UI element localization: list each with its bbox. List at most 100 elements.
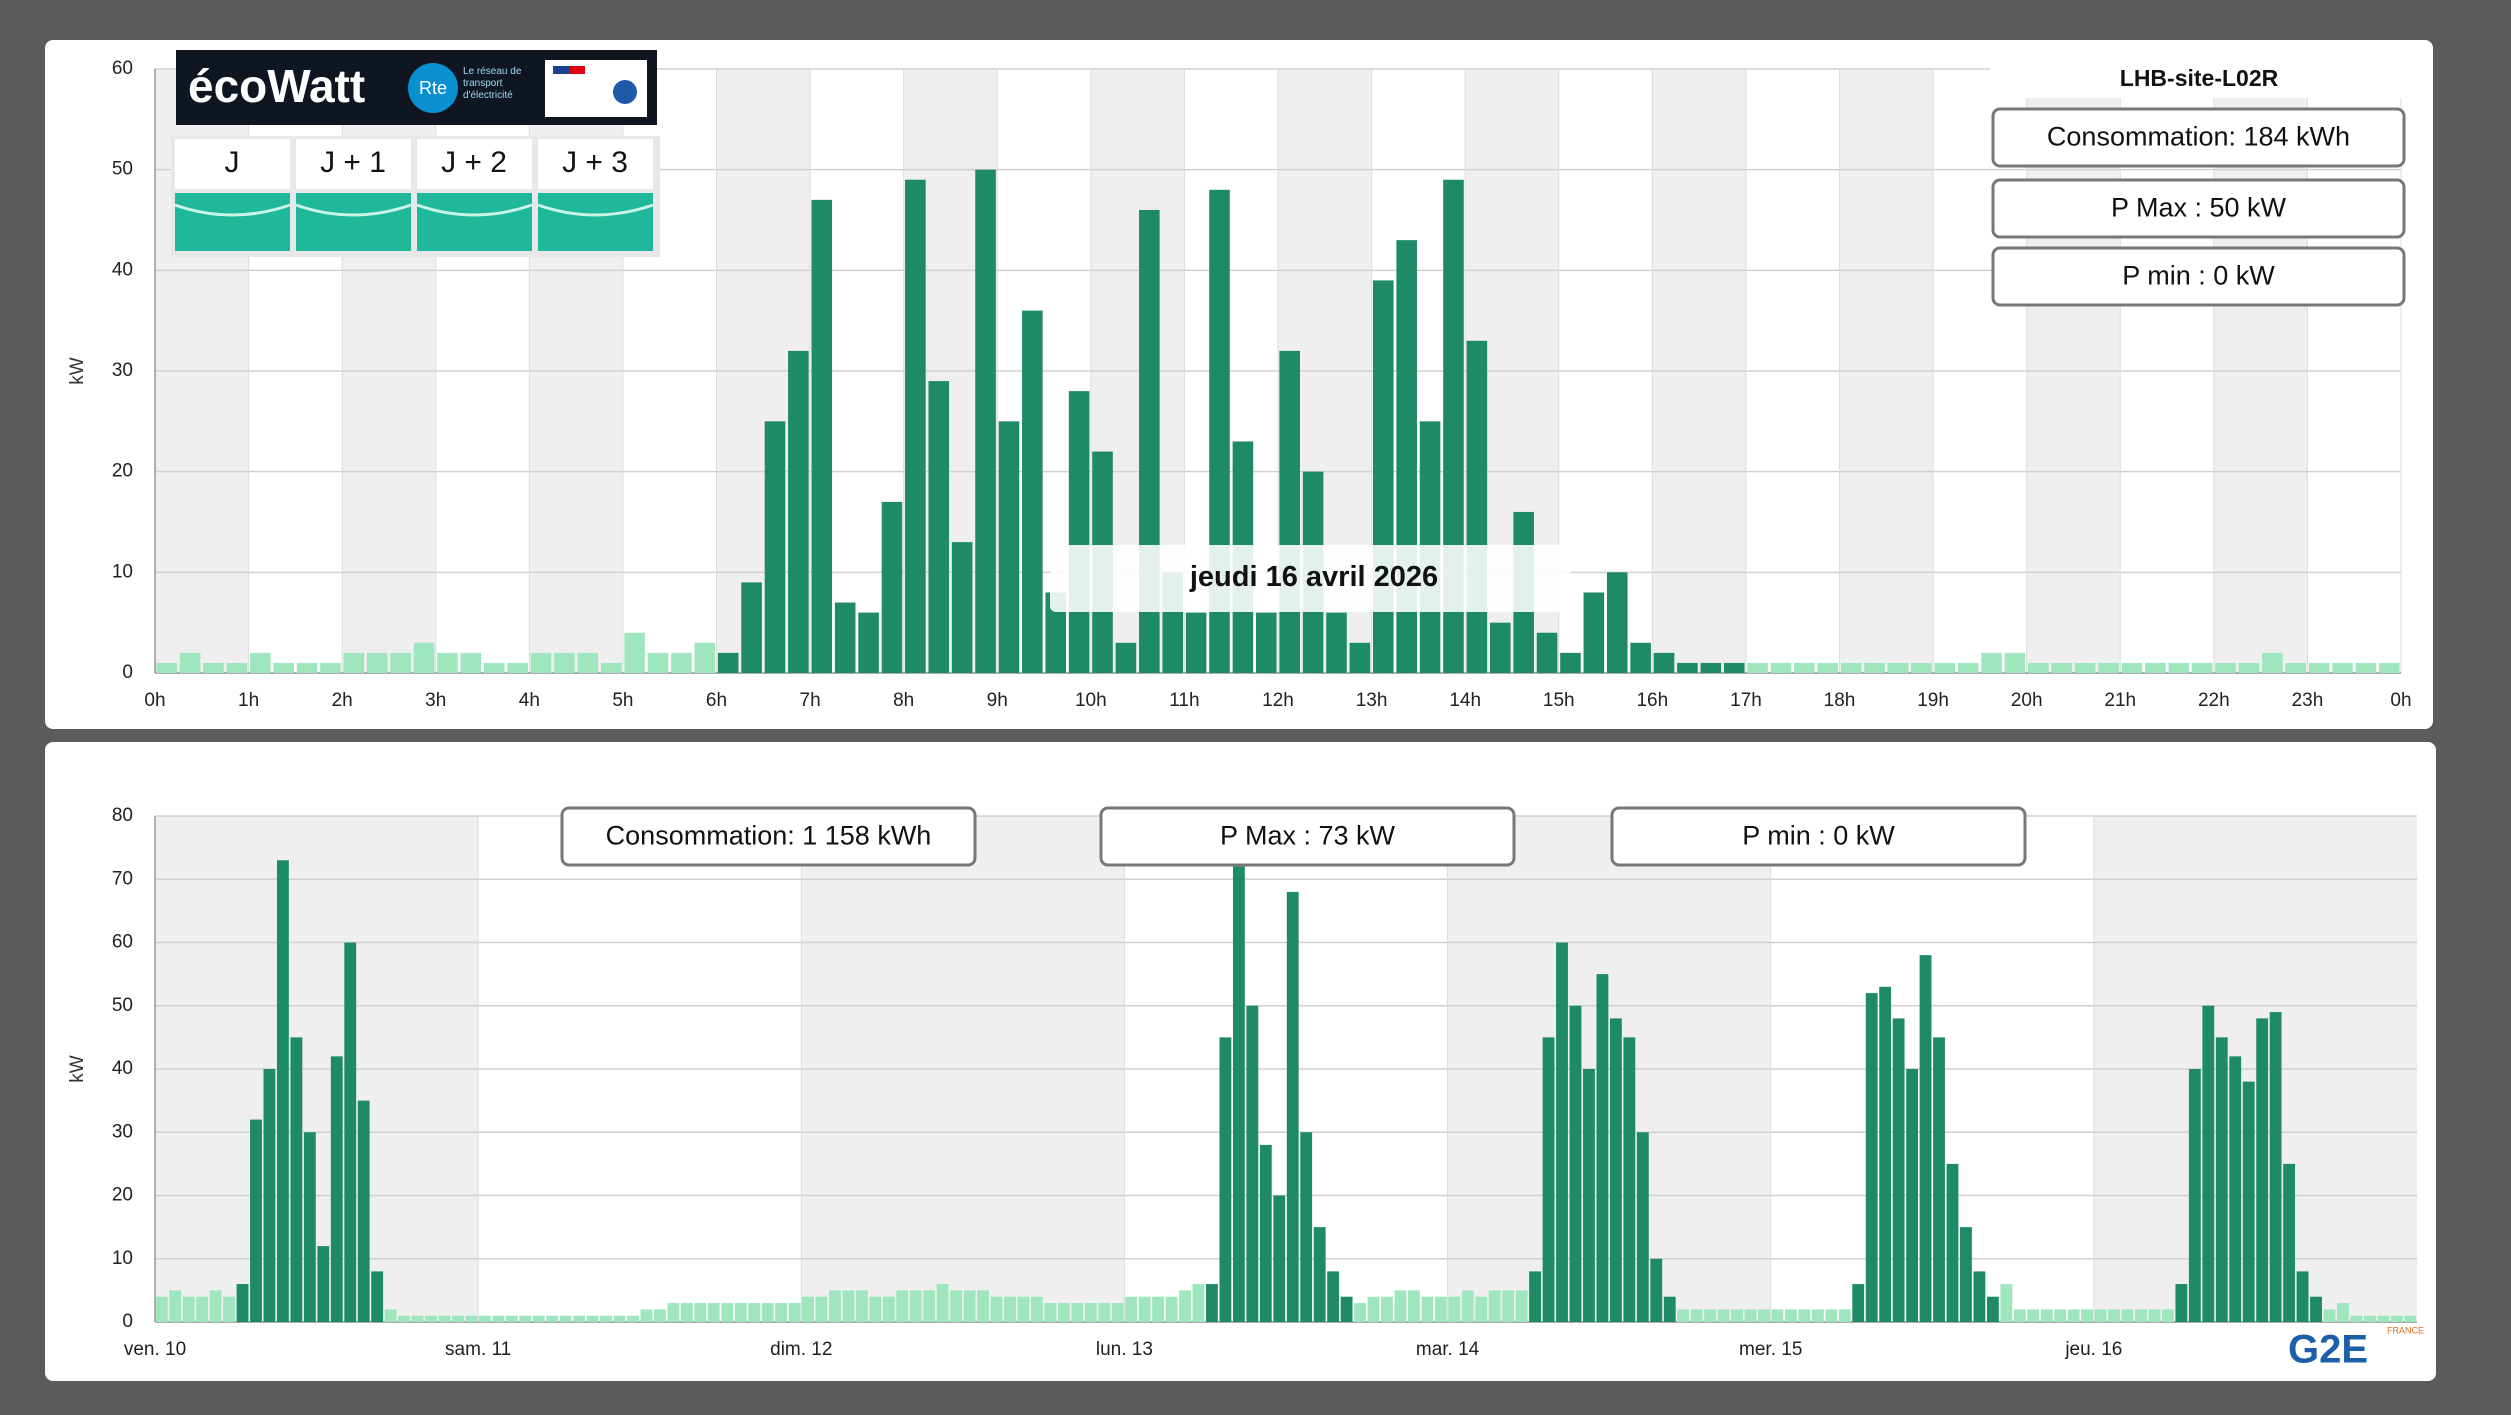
bar xyxy=(250,1119,262,1322)
stat-text: P Max : 73 kW xyxy=(1220,821,1396,851)
bar xyxy=(2098,662,2119,673)
bar xyxy=(2027,1309,2040,1322)
bar xyxy=(2350,1315,2363,1322)
bar xyxy=(413,642,435,673)
x-tick-label: 19h xyxy=(1917,690,1949,711)
bar xyxy=(600,662,622,673)
y-tick-label: 60 xyxy=(112,932,133,953)
bar xyxy=(707,1303,720,1322)
bar xyxy=(788,1303,801,1322)
day-header xyxy=(175,139,290,189)
bar xyxy=(1542,1037,1555,1322)
x-tick-label: 10h xyxy=(1075,690,1107,711)
stat-box xyxy=(1991,107,2406,168)
x-tick-label: 6h xyxy=(706,690,727,711)
bar xyxy=(357,1100,370,1322)
bar xyxy=(546,1315,559,1322)
bar xyxy=(1349,642,1371,673)
bar xyxy=(882,1296,895,1322)
stat-box xyxy=(1610,806,2027,867)
bar xyxy=(2168,662,2190,673)
bar xyxy=(2191,662,2213,673)
bar xyxy=(1068,391,1090,673)
bar xyxy=(2081,1309,2094,1322)
bar xyxy=(1677,662,1698,673)
bar xyxy=(2188,1069,2201,1322)
bar xyxy=(1192,1284,1205,1322)
bar xyxy=(2121,662,2143,673)
bar xyxy=(1798,1309,1811,1322)
bar xyxy=(2337,1303,2349,1322)
bar xyxy=(2390,1315,2403,1322)
bar xyxy=(1017,1296,1030,1322)
bar xyxy=(330,1056,343,1322)
bar xyxy=(1606,572,1628,673)
bar xyxy=(1919,955,1932,1322)
bar xyxy=(1232,866,1245,1322)
bar xyxy=(1758,1309,1770,1322)
day-signal xyxy=(538,193,653,251)
bar xyxy=(2285,662,2307,673)
bar xyxy=(936,1284,949,1322)
chart: 0 10 20 30 40 50 60 70 80 ven. 10 sam. 11 dim. 12 lu… xyxy=(67,805,2417,1360)
day-header xyxy=(417,139,532,189)
bar xyxy=(1569,1005,1582,1322)
bar xyxy=(263,1069,276,1322)
bar xyxy=(653,1309,666,1322)
bar xyxy=(2308,662,2330,673)
bar xyxy=(923,1290,936,1322)
bar xyxy=(734,1303,747,1322)
bar xyxy=(273,662,294,673)
bar xyxy=(390,652,411,673)
bar xyxy=(155,1296,168,1322)
bar xyxy=(2269,1012,2282,1322)
bar xyxy=(1986,1296,1999,1322)
x-tick-label: sam. 11 xyxy=(445,1339,511,1360)
bar xyxy=(1957,662,1979,673)
bar xyxy=(1981,652,2002,673)
y-tick-label: 10 xyxy=(112,1248,133,1269)
bar xyxy=(1256,612,1277,673)
bar xyxy=(1407,1290,1420,1322)
bar xyxy=(1045,592,1067,673)
bar xyxy=(624,632,645,673)
g2e-mark: G2E xyxy=(2288,1328,2368,1372)
bar xyxy=(1502,1290,1515,1322)
bar xyxy=(2262,652,2283,673)
x-tick-label: 22h xyxy=(2198,690,2230,711)
y-tick-label: 10 xyxy=(112,561,133,582)
bar xyxy=(1185,612,1207,673)
bar xyxy=(834,602,856,673)
bar xyxy=(2051,662,2073,673)
bar xyxy=(483,662,505,673)
bar xyxy=(1677,1309,1690,1322)
bar xyxy=(276,860,289,1322)
bar xyxy=(2202,1005,2215,1322)
bar xyxy=(1354,1303,1366,1322)
bar xyxy=(761,1303,774,1322)
bar xyxy=(465,1315,478,1322)
bar xyxy=(928,381,950,673)
bar xyxy=(2013,1309,2026,1322)
bar xyxy=(2215,662,2236,673)
bar xyxy=(869,1296,882,1322)
x-tick-label: 5h xyxy=(612,690,633,711)
bar xyxy=(1206,1284,1218,1322)
bar xyxy=(855,1290,868,1322)
stat-box xyxy=(1991,246,2406,307)
bar xyxy=(1690,1309,1703,1322)
stat-text: Consommation: 1 158 kWh xyxy=(606,821,932,851)
bar xyxy=(2108,1309,2120,1322)
bar xyxy=(977,1290,989,1322)
bar xyxy=(1609,1018,1622,1322)
flag xyxy=(553,66,569,74)
title-bg xyxy=(1990,62,2408,98)
x-tick-label: lun. 13 xyxy=(1096,1339,1153,1360)
bar xyxy=(554,652,575,673)
bar xyxy=(1165,1296,1178,1322)
bar xyxy=(1030,1296,1043,1322)
y-tick-label: 40 xyxy=(112,259,133,280)
bar xyxy=(1879,986,1892,1322)
bar xyxy=(2323,1309,2336,1322)
